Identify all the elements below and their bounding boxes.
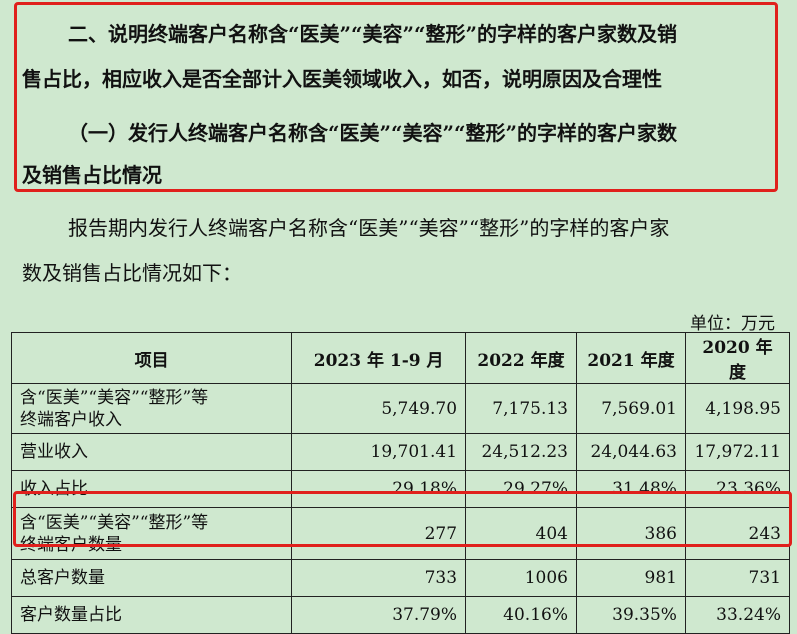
table-cell: 386 [576,507,686,560]
table-cell: 24,512.23 [465,433,577,471]
subsection-heading-line-1: （一）发行人终端客户名称含“医美”“美容”“整形”的字样的客户家数 [68,121,678,145]
table-cell: 5,749.70 [291,383,467,434]
row-label-line-2: 终端客户收入 [20,409,122,430]
row-label: 营业收入 [10,433,293,471]
table-cell: 7,569.01 [576,383,686,434]
table-cell: 17,972.11 [684,433,791,471]
table-cell: 4,198.95 [684,383,791,434]
header-2020: 2020 年度 [684,332,791,384]
unit-label: 单位：万元 [690,314,775,334]
table-cell: 24,044.63 [576,433,686,471]
question-highlight-box [14,2,778,192]
row-label: 含“医美”“美容”“整形”等 终端客户数量 [10,507,293,560]
data-table: 项目 2023 年 1-9 月 2022 年度 2021 年度 2020 年度 … [10,332,791,634]
table-row: 含“医美”“美容”“整形”等 终端客户收入 5,749.70 7,175.13 7… [10,383,791,434]
table-row: 总客户数量 733 1006 981 731 [10,559,791,597]
table-cell: 1006 [465,559,577,597]
table-cell: 31.48% [576,470,686,508]
table-row-highlighted: 含“医美”“美容”“整形”等 终端客户数量 277 404 386 243 [10,507,791,560]
table-header-row: 项目 2023 年 1-9 月 2022 年度 2021 年度 2020 年度 [10,332,791,384]
table-cell: 29.27% [465,470,577,508]
table-cell: 19,701.41 [291,433,467,471]
row-label: 含“医美”“美容”“整形”等 终端客户收入 [10,383,293,434]
table-cell: 404 [465,507,577,560]
table-cell: 731 [684,559,791,597]
table-cell: 277 [291,507,467,560]
table-cell: 7,175.13 [465,383,577,434]
body-paragraph-line-1: 报告期内发行人终端客户名称含“医美”“美容”“整形”的字样的客户家 [68,216,670,240]
table-row: 收入占比 29.18% 29.27% 31.48% 23.36% [10,470,791,508]
header-2023-q1-q3: 2023 年 1-9 月 [291,332,467,384]
row-label: 总客户数量 [10,559,293,597]
row-highlight-box [13,491,792,547]
header-2021: 2021 年度 [576,332,686,384]
question-line-2: 售占比，相应收入是否全部计入医美领域收入，如否，说明原因及合理性 [22,67,662,91]
subsection-heading-line-2: 及销售占比情况 [22,163,162,187]
table-row: 营业收入 19,701.41 24,512.23 24,044.63 17,97… [10,433,791,471]
table-cell: 243 [684,507,791,560]
table-cell: 981 [576,559,686,597]
row-label-line-1: 含“医美”“美容”“整形”等 [20,512,209,533]
table-cell: 29.18% [291,470,467,508]
row-label-line-1: 含“医美”“美容”“整形”等 [20,387,209,408]
header-2022: 2022 年度 [465,332,577,384]
question-line-1: 二、说明终端客户名称含“医美”“美容”“整形”的字样的客户家数及销 [68,22,678,46]
header-item: 项目 [10,332,293,384]
table-cell: 733 [291,559,467,597]
body-paragraph-line-2: 数及销售占比情况如下： [22,261,242,285]
